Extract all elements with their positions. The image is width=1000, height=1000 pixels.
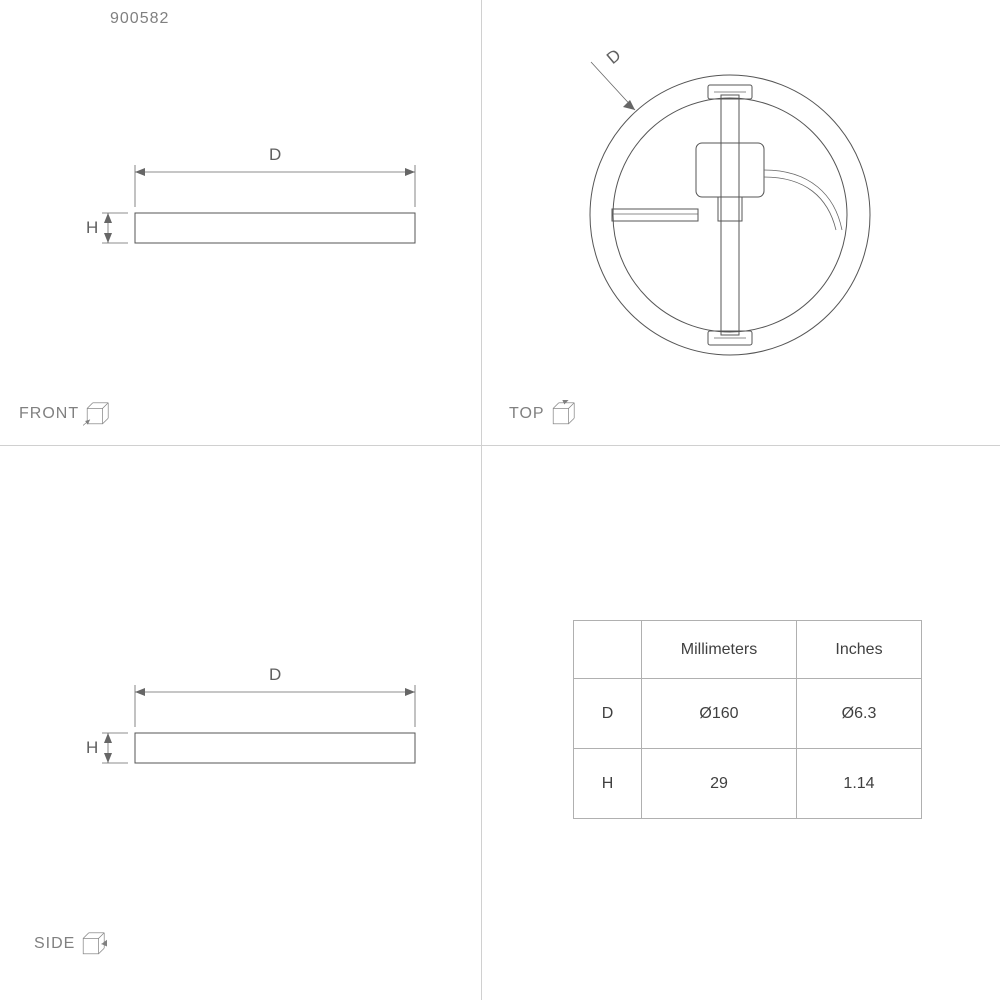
top-view-drawing	[481, 0, 1000, 445]
table-row: D Ø160 Ø6.3	[574, 679, 922, 749]
table-header-row: Millimeters Inches	[574, 621, 922, 679]
side-D-label: D	[269, 665, 281, 685]
front-H-label: H	[86, 218, 98, 238]
side-cube-icon	[79, 930, 107, 958]
row-D-in: Ø6.3	[797, 679, 922, 749]
row-D-name: D	[574, 679, 642, 749]
side-view-label: SIDE	[34, 930, 107, 958]
row-D-mm: Ø160	[642, 679, 797, 749]
dimension-table: Millimeters Inches D Ø160 Ø6.3 H 29 1.14	[573, 620, 922, 819]
row-H-name: H	[574, 749, 642, 819]
row-H-in: 1.14	[797, 749, 922, 819]
top-view-label: TOP	[509, 400, 577, 428]
front-view-label: FRONT	[19, 400, 111, 428]
front-D-label: D	[269, 145, 281, 165]
front-view-drawing	[0, 0, 481, 445]
top-cube-icon	[549, 400, 577, 428]
header-blank	[574, 621, 642, 679]
side-view-drawing	[0, 445, 481, 1000]
front-cube-icon	[83, 400, 111, 428]
drawing-grid: 900582 D H FRONT	[0, 0, 1000, 1000]
header-mm: Millimeters	[642, 621, 797, 679]
top-label-text: TOP	[509, 405, 545, 423]
side-H-label: H	[86, 738, 98, 758]
row-H-mm: 29	[642, 749, 797, 819]
front-label-text: FRONT	[19, 405, 79, 423]
header-in: Inches	[797, 621, 922, 679]
side-label-text: SIDE	[34, 935, 75, 953]
table-row: H 29 1.14	[574, 749, 922, 819]
